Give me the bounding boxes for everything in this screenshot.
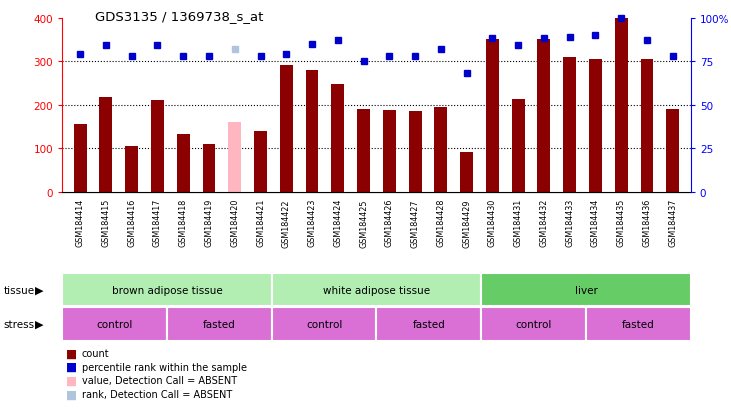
Text: tissue: tissue [4, 285, 35, 295]
Text: white adipose tissue: white adipose tissue [323, 285, 430, 295]
Text: control: control [96, 319, 133, 329]
Text: ■: ■ [66, 347, 77, 360]
Bar [99, 98, 113, 192]
Text: GSM184429: GSM184429 [462, 199, 471, 247]
Bar [383, 111, 395, 192]
Bar [589, 60, 602, 192]
Text: GSM184418: GSM184418 [178, 199, 188, 247]
Text: fasted: fasted [412, 319, 445, 329]
Text: stress: stress [4, 319, 35, 329]
Text: GSM184422: GSM184422 [281, 199, 291, 247]
Text: fasted: fasted [203, 319, 235, 329]
Text: brown adipose tissue: brown adipose tissue [112, 285, 222, 295]
Text: GSM184414: GSM184414 [76, 199, 85, 247]
Text: GSM184416: GSM184416 [127, 199, 136, 247]
Text: liver: liver [575, 285, 597, 295]
Text: GSM184421: GSM184421 [256, 199, 265, 247]
Text: value, Detection Call = ABSENT: value, Detection Call = ABSENT [82, 375, 237, 385]
Bar [615, 19, 628, 192]
Text: GSM184424: GSM184424 [333, 199, 342, 247]
Text: ■: ■ [66, 360, 77, 373]
Text: GSM184435: GSM184435 [617, 199, 626, 247]
Bar [228, 123, 241, 192]
Bar [306, 71, 319, 192]
Bar [125, 147, 138, 192]
Text: ▶: ▶ [35, 285, 44, 295]
Bar [272, 308, 376, 341]
Bar [74, 125, 86, 192]
Text: GSM184420: GSM184420 [230, 199, 239, 247]
Text: GSM184419: GSM184419 [205, 199, 213, 247]
Bar [272, 273, 481, 306]
Bar [376, 308, 481, 341]
Text: fasted: fasted [622, 319, 655, 329]
Text: GSM184430: GSM184430 [488, 199, 497, 247]
Text: GSM184437: GSM184437 [668, 199, 677, 247]
Bar [486, 40, 499, 192]
Text: GSM184436: GSM184436 [643, 199, 651, 247]
Bar [280, 66, 292, 192]
Bar [62, 273, 272, 306]
Text: GSM184427: GSM184427 [411, 199, 420, 247]
Bar [586, 308, 691, 341]
Bar [357, 109, 370, 192]
Text: ▶: ▶ [35, 319, 44, 329]
Bar [177, 134, 189, 192]
Bar [202, 145, 216, 192]
Text: GSM184428: GSM184428 [436, 199, 445, 247]
Text: GSM184423: GSM184423 [308, 199, 317, 247]
Bar [331, 85, 344, 192]
Bar [151, 101, 164, 192]
Bar [254, 131, 267, 192]
Bar [167, 308, 272, 341]
Bar [640, 60, 654, 192]
Text: count: count [82, 348, 110, 358]
Text: GSM184431: GSM184431 [514, 199, 523, 247]
Text: control: control [515, 319, 552, 329]
Bar [481, 308, 586, 341]
Bar [434, 107, 447, 192]
Text: GSM184426: GSM184426 [385, 199, 394, 247]
Text: GSM184415: GSM184415 [102, 199, 110, 247]
Bar [667, 109, 679, 192]
Text: percentile rank within the sample: percentile rank within the sample [82, 362, 247, 372]
Text: ■: ■ [66, 387, 77, 401]
Text: ■: ■ [66, 374, 77, 387]
Text: GSM184434: GSM184434 [591, 199, 600, 247]
Text: GSM184425: GSM184425 [359, 199, 368, 247]
Text: GDS3135 / 1369738_s_at: GDS3135 / 1369738_s_at [95, 10, 263, 23]
Bar [409, 112, 422, 192]
Bar [537, 40, 550, 192]
Text: control: control [306, 319, 342, 329]
Bar [512, 100, 525, 192]
Text: GSM184432: GSM184432 [539, 199, 548, 247]
Text: GSM184417: GSM184417 [153, 199, 162, 247]
Text: rank, Detection Call = ABSENT: rank, Detection Call = ABSENT [82, 389, 232, 399]
Bar [481, 273, 691, 306]
Bar [564, 57, 576, 192]
Bar [62, 308, 167, 341]
Bar [461, 153, 473, 192]
Text: GSM184433: GSM184433 [565, 199, 575, 247]
